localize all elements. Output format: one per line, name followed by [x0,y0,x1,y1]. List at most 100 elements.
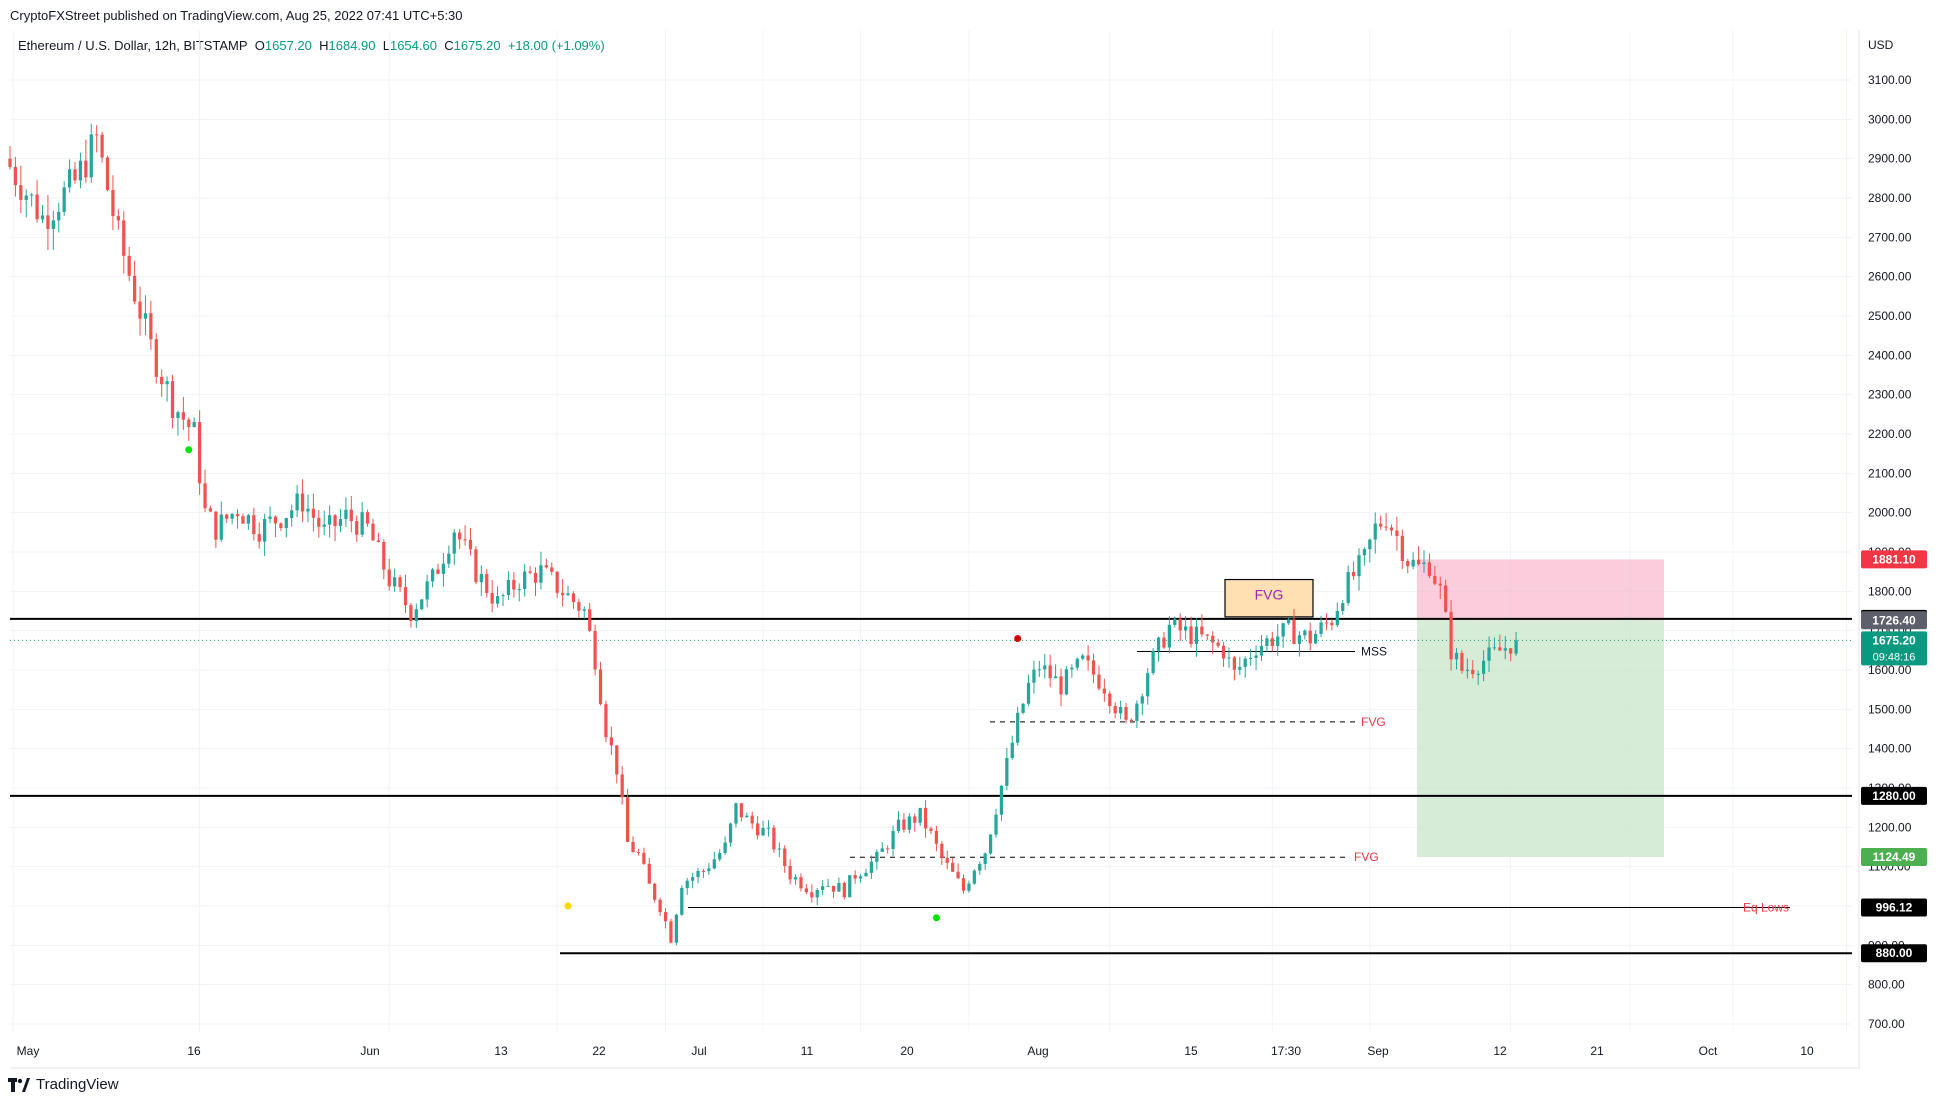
candle [1465,658,1469,679]
candle [1265,634,1269,652]
candle [880,842,884,853]
x-tick-label: 13 [494,1044,508,1058]
candle-body [1194,626,1199,644]
candle [1341,600,1345,615]
candle-body [78,160,83,181]
candle-body [723,842,727,853]
candle [1102,678,1106,702]
candle-body [1010,742,1014,759]
price-tag-text: 880.00 [1876,946,1913,960]
candle [360,501,364,538]
candle [273,515,278,538]
candle-body [512,579,516,590]
candle [1422,550,1426,573]
candle-body [875,851,879,862]
candle [214,511,218,548]
candle-body [560,592,565,596]
open-value: 1657.20 [264,38,312,53]
candle [284,517,288,538]
candle [593,624,597,676]
candle-body [1303,630,1307,636]
candle-body [810,892,814,898]
candle-body [458,532,462,540]
candle-body [891,830,895,849]
level-price-tag: 996.12 [1861,898,1927,917]
candle [837,877,841,892]
candle-body [799,877,803,889]
candle [1384,512,1388,532]
candle-body [360,512,364,535]
candle-body [712,859,716,869]
tradingview-footer[interactable]: TradingView [8,1076,119,1093]
candle [1070,664,1074,678]
candle-body [1043,665,1047,670]
candle [994,808,998,838]
candle [761,820,765,837]
candle [1308,622,1312,651]
candle [1509,648,1513,662]
candle [181,396,185,430]
candle-body [669,921,673,943]
candle-body [566,593,570,596]
candle-body [951,862,955,872]
candle [73,161,77,184]
candle-body [631,841,635,852]
candle-body [235,513,240,517]
y-tick-label: 2100.00 [1868,466,1912,480]
price-tag-text: 1726.40 [1872,613,1916,627]
candle [1238,656,1242,676]
candle-body [1314,633,1318,644]
candle-body [598,669,603,705]
candle-body [1297,635,1302,644]
x-tick-label: Jun [360,1044,379,1058]
candle-body [647,863,651,884]
candle-body [896,819,901,831]
candle [1487,636,1491,673]
candle [1010,735,1014,760]
candle [1129,718,1134,724]
candle [1005,747,1009,791]
y-tick-label: 2200.00 [1868,427,1912,441]
candle [631,836,635,853]
candle [788,859,792,885]
candle-body [1416,559,1421,565]
level-price-tag: 880.00 [1861,944,1927,963]
candle [1205,634,1209,641]
candle [365,509,370,527]
candle [712,851,716,870]
candle-body [67,169,72,188]
symbol-ohlc-bar: Ethereum / U.S. Dollar, 12h, BITSTAMP O1… [18,38,605,53]
price-tag-bg [1861,550,1927,569]
symbol-name[interactable]: Ethereum / U.S. Dollar, 12h, BITSTAMP [18,38,248,53]
candle-body [1097,674,1101,689]
candle [1151,648,1155,676]
candle [1211,631,1215,654]
candle-body [929,828,933,831]
candle-body [837,882,841,892]
candle [263,513,267,557]
candle-body [1395,530,1399,536]
candle [913,813,917,832]
candle-body [1481,660,1486,674]
candle [923,800,928,838]
candle-body [988,834,993,854]
candle [468,528,473,556]
candle-body [577,602,581,611]
candle [420,599,424,611]
candle-body [1021,703,1025,713]
candle [257,522,261,549]
candle [1492,637,1497,651]
signal-dot [1014,635,1022,643]
candle [376,532,381,543]
candle-body [1053,676,1058,679]
tradingview-logo-icon [8,1077,30,1092]
candle [853,870,857,884]
candle [1200,614,1204,637]
candle [1194,618,1199,657]
candle [588,602,592,633]
candle-body [615,745,619,775]
candle [707,863,711,875]
candle-body [1118,707,1123,714]
candle [1259,635,1264,662]
